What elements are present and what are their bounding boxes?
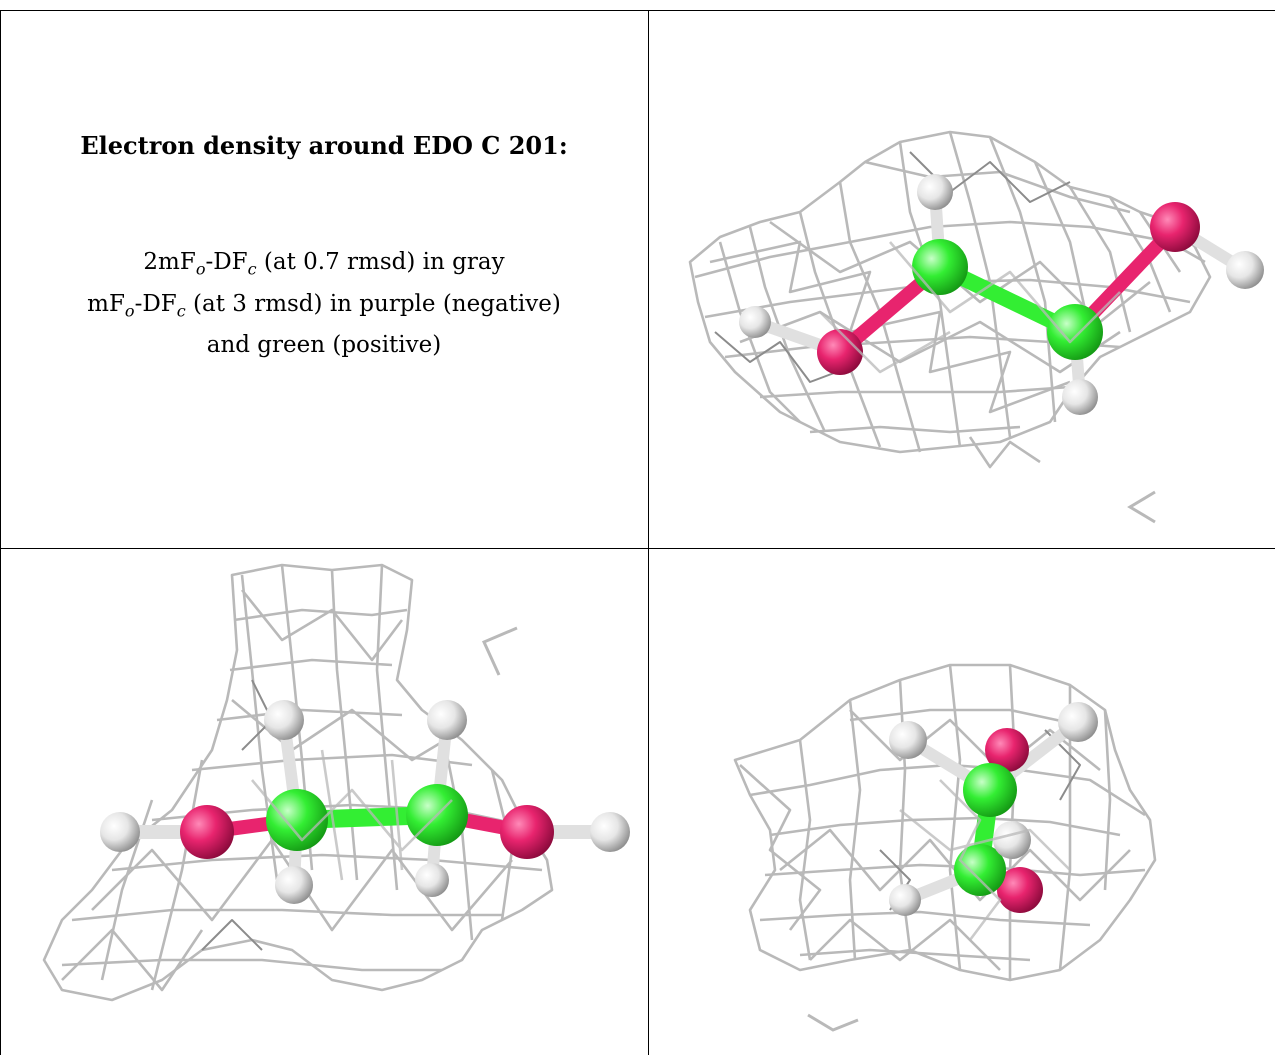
hydrogen-atom [275, 866, 313, 904]
hydrogen-atom [427, 700, 467, 740]
stray-mesh-fragment [808, 1015, 858, 1030]
table-center-divider [648, 10, 649, 1055]
edo-molecule [889, 702, 1098, 916]
hydrogen-atom [1062, 379, 1098, 415]
hydrogen-atom [590, 812, 630, 852]
table-middle-divider [0, 548, 1275, 549]
legend-line-fo-fc: mFo-DFc (at 3 rmsd) in purple (negative) [0, 287, 648, 329]
stray-mesh-fragment [484, 628, 517, 675]
hydrogen-atom [917, 174, 953, 210]
carbon-atom [266, 789, 328, 851]
hydrogen-atom [1226, 251, 1264, 289]
figure-legend: 2mFo-DFc (at 0.7 rmsd) in gray mFo-DFc (… [0, 245, 648, 363]
oxygen-atom [817, 329, 863, 375]
hydrogen-atom [889, 884, 921, 916]
hydrogen-atom [739, 306, 771, 338]
carbon-atom [912, 239, 968, 295]
hydrogen-atom [1058, 702, 1098, 742]
density-view-bottom-right [650, 550, 1274, 1055]
oxygen-atom [180, 805, 234, 859]
legend-line-2fo-fc: 2mFo-DFc (at 0.7 rmsd) in gray [0, 245, 648, 287]
caption-cell: Electron density around EDO C 201: 2mFo-… [0, 0, 648, 548]
hydrogen-atom [993, 821, 1031, 859]
carbon-atom [963, 763, 1017, 817]
hydrogen-atom [100, 812, 140, 852]
hydrogen-atom [264, 700, 304, 740]
density-view-top-right [650, 12, 1274, 547]
legend-line-colors: and green (positive) [0, 328, 648, 363]
oxygen-atom [500, 805, 554, 859]
carbon-atom [1047, 304, 1103, 360]
hydrogen-atom [415, 863, 449, 897]
density-view-bottom-left [2, 550, 646, 1055]
hydrogen-atom [889, 721, 927, 759]
figure-title: Electron density around EDO C 201: [0, 131, 648, 160]
oxygen-atom [1150, 202, 1200, 252]
stray-mesh-fragment [1130, 492, 1155, 522]
